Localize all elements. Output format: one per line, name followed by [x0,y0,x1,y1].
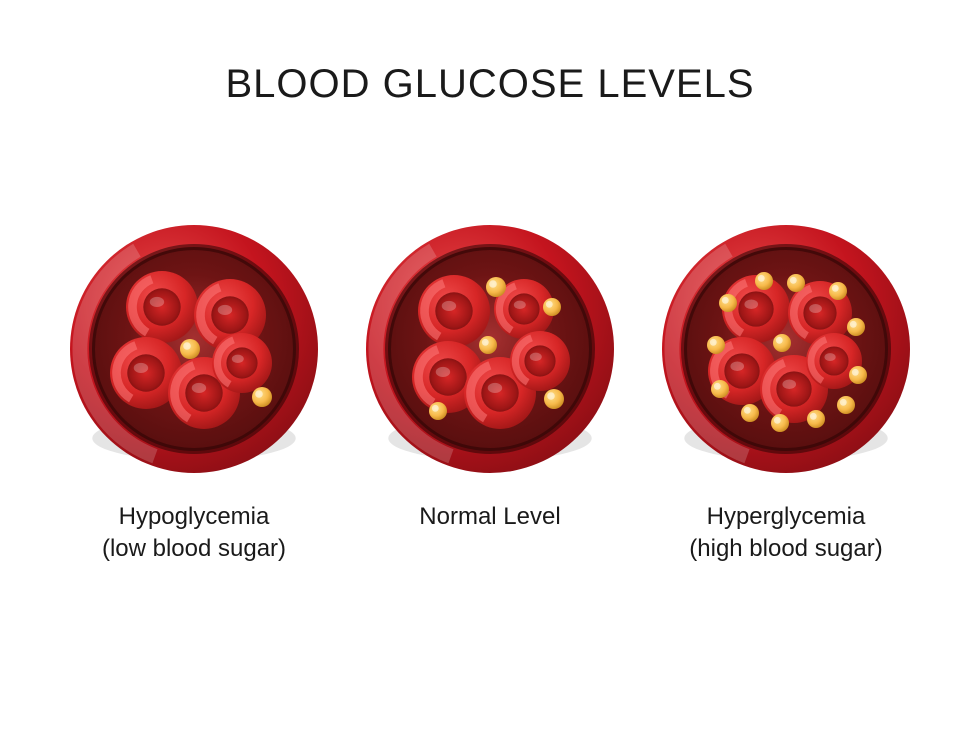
red-blood-cell-icon [418,275,490,347]
glucose-particle-icon [252,387,272,407]
glucose-particle-icon [773,334,791,352]
glucose-particle-icon [755,272,773,290]
glucose-particle-icon [849,366,867,384]
caption-hypoglycemia: Hypoglycemia(low blood sugar) [102,501,286,566]
infographic-container: BLOOD GLUCOSE LEVELS Hypoglycemia(low bl… [0,0,980,754]
caption-line2: (high blood sugar) [689,533,882,565]
vessel-hypoglycemia: Hypoglycemia(low blood sugar) [70,225,318,566]
vessel-hyperglycemia: Hyperglycemia(high blood sugar) [662,225,910,566]
vessel-hypoglycemia-icon [70,225,318,473]
red-blood-cell-icon [126,271,198,343]
red-blood-cell-icon [212,333,272,393]
red-blood-cell-icon [510,331,570,391]
glucose-particle-icon [711,380,729,398]
caption-line1: Normal Level [419,501,560,533]
glucose-particle-icon [479,336,497,354]
vessel-normal-icon [366,225,614,473]
glucose-particle-icon [429,402,447,420]
glucose-particle-icon [180,339,200,359]
glucose-particle-icon [544,389,564,409]
glucose-particle-icon [707,336,725,354]
glucose-particle-icon [829,282,847,300]
glucose-particle-icon [543,298,561,316]
glucose-particle-icon [486,277,506,297]
vessel-normal: Normal Level [366,225,614,566]
glucose-particle-icon [741,404,759,422]
caption-line2: (low blood sugar) [102,533,286,565]
glucose-particle-icon [837,396,855,414]
vessel-hyperglycemia-icon [662,225,910,473]
vessels-row: Hypoglycemia(low blood sugar) Normal Leve… [70,225,910,566]
caption-hyperglycemia: Hyperglycemia(high blood sugar) [689,501,882,566]
glucose-particle-icon [771,414,789,432]
glucose-particle-icon [719,294,737,312]
caption-line1: Hyperglycemia [689,501,882,533]
caption-normal: Normal Level [419,501,560,533]
glucose-particle-icon [787,274,805,292]
caption-line1: Hypoglycemia [102,501,286,533]
page-title: BLOOD GLUCOSE LEVELS [225,62,754,107]
glucose-particle-icon [847,318,865,336]
glucose-particle-icon [807,410,825,428]
